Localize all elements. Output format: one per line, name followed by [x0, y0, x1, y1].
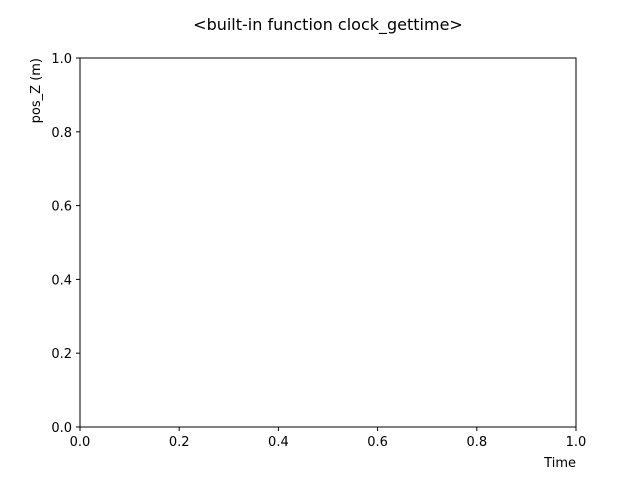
x-axis-ticks: 0.0 0.2 0.4 0.6 0.8 1.0 [70, 427, 587, 450]
x-tick-label: 0.0 [70, 435, 91, 450]
x-axis-label: Time [543, 456, 576, 471]
y-tick-label: 0.4 [51, 273, 72, 288]
x-tick-label: 0.8 [466, 435, 487, 450]
y-tick-label: 0.0 [51, 421, 72, 436]
y-axis-ticks: 0.0 0.2 0.4 0.6 0.8 1.0 [51, 52, 80, 436]
x-tick-label: 0.4 [268, 435, 289, 450]
y-tick-label: 0.2 [51, 347, 72, 362]
x-tick-label: 0.2 [169, 435, 190, 450]
x-tick-label: 0.6 [367, 435, 388, 450]
x-tick-label: 1.0 [566, 435, 587, 450]
y-axis-label: pos_Z (m) [29, 58, 44, 123]
y-tick-label: 1.0 [51, 52, 72, 67]
y-tick-label: 0.8 [51, 126, 72, 141]
y-tick-label: 0.6 [51, 200, 72, 215]
plot-area [80, 58, 576, 427]
chart-title: <built-in function clock_gettime> [193, 15, 463, 35]
plot-frame [79, 57, 577, 428]
